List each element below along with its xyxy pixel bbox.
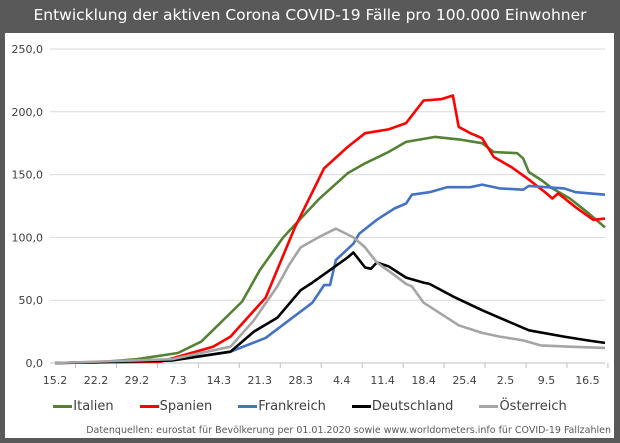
legend-item: Österreich: [479, 399, 567, 414]
legend: Italien Spanien Frankreich Deutschland Öster…: [0, 399, 620, 414]
legend-swatch: [139, 405, 159, 408]
legend-label: Italien: [73, 399, 114, 414]
x-tick-label: 4.4: [333, 374, 351, 387]
legend-swatch: [351, 405, 371, 408]
series-line-spanien: [54, 94, 606, 365]
legend-label: Deutschland: [371, 399, 454, 414]
x-tick-label: 29.2: [125, 374, 150, 387]
y-tick-label: 250,0: [12, 43, 44, 56]
y-tick-label: 100,0: [12, 231, 44, 244]
legend-label: Spanien: [159, 399, 213, 414]
x-tick-label: 18.4: [411, 374, 436, 387]
legend-swatch: [479, 405, 499, 408]
y-tick-label: 50,0: [19, 294, 44, 307]
x-tick-label: 11.4: [370, 374, 395, 387]
x-tick-label: 14.3: [207, 374, 232, 387]
legend-swatch: [53, 405, 73, 408]
x-tick-label: 2.5: [497, 374, 515, 387]
x-tick-label: 15.2: [43, 374, 68, 387]
x-tick-label: 28.3: [288, 374, 313, 387]
x-tick-label: 9.5: [538, 374, 556, 387]
legend-item: Italien: [53, 399, 114, 414]
chart-panel: [5, 33, 614, 438]
x-tick-label: 7.3: [169, 374, 187, 387]
y-tick-label: 150,0: [12, 169, 44, 182]
series-line-italien: [54, 135, 606, 365]
legend-item: Frankreich: [238, 399, 326, 414]
y-tick-label: 200,0: [12, 106, 44, 119]
chart-title: Entwicklung der aktiven Corona COVID-19 …: [33, 6, 587, 24]
legend-item: Deutschland: [351, 399, 454, 414]
series-line-deutschland: [54, 251, 606, 365]
legend-label: Österreich: [499, 399, 567, 414]
series-line-österreich: [54, 227, 606, 365]
x-tick-label: 21.3: [248, 374, 273, 387]
x-tick-label: 25.4: [452, 374, 477, 387]
x-tick-label: 22.2: [84, 374, 109, 387]
series-line-frankreich: [54, 183, 606, 365]
legend-item: Spanien: [139, 399, 213, 414]
legend-swatch: [238, 405, 258, 408]
legend-label: Frankreich: [258, 399, 326, 414]
y-tick-label: 0,0: [26, 357, 44, 370]
source-note: Datenquellen: eurostat für Bevölkerung p…: [86, 425, 611, 436]
x-tick-label: 16.5: [575, 374, 600, 387]
